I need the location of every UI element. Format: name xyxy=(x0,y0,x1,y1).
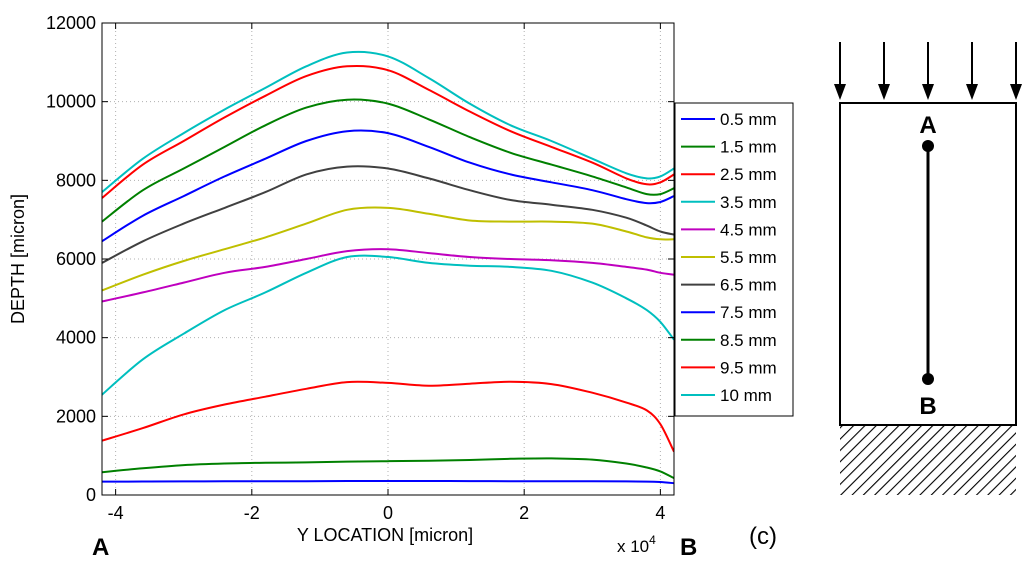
legend-label: 7.5 mm xyxy=(720,303,777,322)
y-tick-label: 6000 xyxy=(56,249,96,269)
series-line-7-5-mm xyxy=(102,129,674,243)
series-line-8-5-mm xyxy=(102,98,674,223)
panel-label: (c) xyxy=(749,523,777,550)
y-tick-label: 10000 xyxy=(46,92,96,112)
legend-label: 10 mm xyxy=(720,386,772,405)
series-line-10-mm xyxy=(102,50,674,193)
x-tick-label: 0 xyxy=(383,503,393,523)
series-line-5-5-mm xyxy=(102,206,674,292)
load-arrow-head xyxy=(834,84,846,100)
load-arrow-head xyxy=(922,84,934,100)
series-line-6-5-mm xyxy=(102,165,674,264)
schematic-label-a: A xyxy=(919,112,936,139)
legend-label: 0.5 mm xyxy=(720,110,777,129)
series-line-0-5-mm xyxy=(102,480,674,485)
x-tick-label: 4 xyxy=(655,503,665,523)
y-tick-label: 12000 xyxy=(46,13,96,33)
x-multiplier-label: x 104 xyxy=(617,533,656,556)
load-arrow-head xyxy=(878,84,890,100)
y-tick-label: 8000 xyxy=(56,170,96,190)
series-line-4-5-mm xyxy=(102,248,674,303)
x-multiplier-exponent: 4 xyxy=(649,533,656,547)
load-arrow-head xyxy=(966,84,978,100)
point-a-marker xyxy=(922,140,934,152)
y-tick-label: 2000 xyxy=(56,406,96,426)
legend-label: 9.5 mm xyxy=(720,358,777,377)
series-line-1-5-mm xyxy=(102,457,674,480)
series-line-3-5-mm xyxy=(102,254,674,396)
axis-ticks: -4 -2 0 2 4 0 2000 4000 6000 8000 10000 12000 xyxy=(46,13,674,523)
schematic: A B xyxy=(834,42,1022,495)
x-tick-label: -4 xyxy=(108,503,124,523)
legend-label: 1.5 mm xyxy=(720,138,777,157)
x-axis-label: Y LOCATION [micron] xyxy=(297,525,473,545)
ground-hatch xyxy=(840,425,1016,495)
y-axis-label: DEPTH [micron] xyxy=(8,194,28,324)
legend: 0.5 mm 1.5 mm 2.5 mm 3.5 mm 4.5 mm 5.5 mm 6.5 … xyxy=(674,102,794,417)
point-b-marker xyxy=(922,373,934,385)
series-group xyxy=(102,50,674,485)
series-line-2-5-mm xyxy=(102,380,674,453)
legend-box xyxy=(674,102,794,417)
legend-label: 2.5 mm xyxy=(720,165,777,184)
legend-label: 3.5 mm xyxy=(720,193,777,212)
point-b-label: B xyxy=(680,534,697,561)
legend-label: 5.5 mm xyxy=(720,248,777,267)
load-arrows xyxy=(834,42,1022,100)
legend-label: 4.5 mm xyxy=(720,220,777,239)
y-tick-label: 4000 xyxy=(56,328,96,348)
load-arrow-head xyxy=(1010,84,1022,100)
x-tick-label: 2 xyxy=(519,503,529,523)
schematic-label-b: B xyxy=(919,393,936,420)
point-a-label: A xyxy=(92,534,109,561)
y-tick-label: 0 xyxy=(86,485,96,505)
x-multiplier-base: x 10 xyxy=(617,537,649,556)
x-tick-label: -2 xyxy=(244,503,260,523)
legend-label: 8.5 mm xyxy=(720,331,777,350)
series-line-9-5-mm xyxy=(102,64,674,199)
legend-label: 6.5 mm xyxy=(720,276,777,295)
